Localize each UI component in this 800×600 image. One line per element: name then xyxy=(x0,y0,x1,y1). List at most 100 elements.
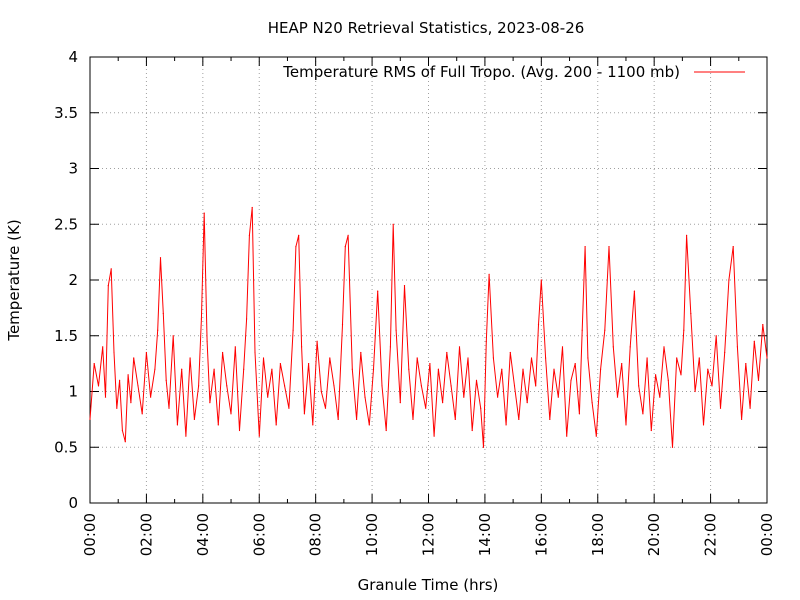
data-point xyxy=(458,346,461,348)
data-point xyxy=(741,418,743,420)
chart-title: HEAP N20 Retrieval Statistics, 2023-08-2… xyxy=(268,19,585,37)
data-point xyxy=(513,385,516,387)
y-tick-label: 1 xyxy=(68,383,78,401)
data-point xyxy=(159,257,162,259)
data-point xyxy=(381,385,383,387)
data-point xyxy=(471,429,473,432)
data-point xyxy=(757,379,760,381)
data-point xyxy=(246,318,248,320)
data-point xyxy=(288,407,290,409)
data-point xyxy=(420,385,422,387)
legend-entry-label: Temperature RMS of Full Tropo. (Avg. 200… xyxy=(282,63,680,81)
data-point xyxy=(612,346,614,348)
data-point xyxy=(676,357,678,359)
data-point xyxy=(121,429,123,432)
x-tick-label: 06:00 xyxy=(250,513,268,556)
x-tick-label: 02:00 xyxy=(137,513,155,556)
data-point xyxy=(429,363,431,365)
x-tick-label: 10:00 xyxy=(363,513,381,556)
data-point xyxy=(492,357,494,359)
y-tick-label: 2 xyxy=(68,271,78,289)
data-point xyxy=(694,390,696,393)
data-point xyxy=(749,407,751,409)
data-point xyxy=(591,402,593,404)
data-point xyxy=(509,351,511,354)
data-point xyxy=(377,290,379,292)
x-tick-label: 16:00 xyxy=(532,513,550,556)
data-point xyxy=(193,418,195,420)
y-tick-label: 1.5 xyxy=(54,327,78,345)
x-tick-label: 22:00 xyxy=(702,513,720,556)
data-point xyxy=(629,346,631,348)
data-point xyxy=(271,368,273,370)
data-point xyxy=(518,418,520,420)
data-point xyxy=(230,413,232,415)
series-group xyxy=(89,206,768,448)
data-point xyxy=(633,290,636,292)
data-point xyxy=(341,324,344,326)
data-point xyxy=(102,346,104,348)
y-tick-label: 0.5 xyxy=(54,438,78,456)
data-point xyxy=(719,407,722,409)
y-tick-label: 2.5 xyxy=(54,215,78,233)
data-point xyxy=(292,329,294,331)
data-point xyxy=(141,413,143,415)
data-point xyxy=(545,357,547,359)
data-point xyxy=(165,379,167,381)
data-point xyxy=(389,346,391,348)
data-point xyxy=(745,363,747,365)
data-point xyxy=(463,396,465,398)
data-point xyxy=(124,441,126,443)
data-point xyxy=(736,346,739,348)
data-point xyxy=(222,351,224,354)
data-point xyxy=(89,418,91,420)
data-point xyxy=(110,268,112,270)
data-point xyxy=(189,357,191,359)
data-point xyxy=(116,407,118,409)
data-point xyxy=(251,206,253,209)
data-point xyxy=(303,413,305,415)
data-point xyxy=(360,351,362,354)
data-point xyxy=(312,424,314,426)
data-point xyxy=(154,368,156,370)
data-point xyxy=(337,418,339,420)
data-point xyxy=(711,385,713,387)
data-point xyxy=(399,402,401,404)
data-point xyxy=(162,312,164,315)
data-point xyxy=(347,234,349,236)
data-point xyxy=(574,363,576,365)
data-point xyxy=(535,385,537,387)
data-point xyxy=(279,363,281,365)
data-point xyxy=(217,424,219,426)
data-point xyxy=(267,396,269,398)
data-point xyxy=(403,285,406,287)
data-point xyxy=(537,324,540,326)
data-point xyxy=(308,363,310,365)
data-point xyxy=(119,379,121,381)
data-point xyxy=(570,379,572,381)
y-tick-label: 3.5 xyxy=(54,104,78,122)
data-point xyxy=(621,363,623,365)
data-point xyxy=(553,368,555,370)
data-point xyxy=(127,374,129,376)
data-point xyxy=(715,335,717,337)
data-point xyxy=(561,346,564,348)
data-point xyxy=(600,368,602,370)
data-point xyxy=(333,385,335,387)
data-point xyxy=(395,329,397,331)
y-tick-label: 0 xyxy=(68,494,78,512)
data-point xyxy=(587,357,589,359)
data-point xyxy=(728,279,730,281)
data-point xyxy=(176,424,178,426)
data-point xyxy=(344,246,346,248)
data-point xyxy=(501,368,503,370)
data-point xyxy=(433,435,435,437)
data-point xyxy=(198,385,200,387)
data-point xyxy=(680,374,682,376)
data-point xyxy=(454,418,456,420)
data-point xyxy=(566,435,568,437)
data-point xyxy=(262,357,265,359)
plot-frame xyxy=(89,56,768,504)
data-point xyxy=(584,246,586,248)
